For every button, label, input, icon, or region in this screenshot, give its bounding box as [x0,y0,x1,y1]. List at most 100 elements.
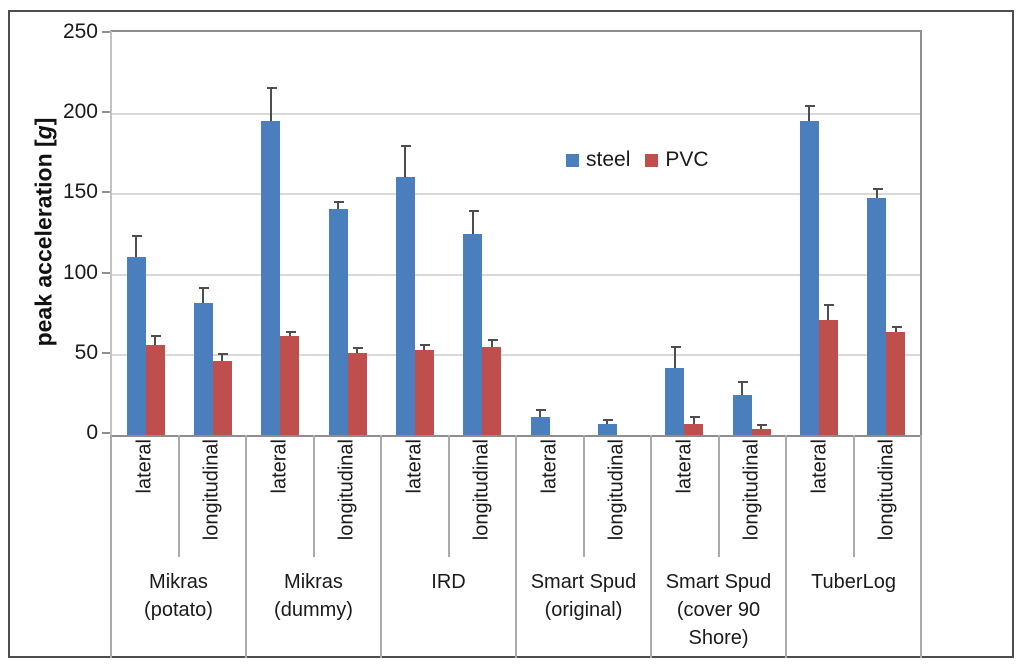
x-group: lateral longitudinal Mikras (dummy) [247,435,382,658]
x-group-subcategories: lateral longitudinal [112,435,245,557]
x-subcategory-longitudinal: longitudinal [450,435,516,557]
x-group: lateral longitudinal IRD [382,435,517,658]
x-subcategory-label: longitudinal [335,439,358,541]
bar-steel [732,381,752,435]
bar-PVC [347,347,367,435]
legend-swatch-PVC [645,153,659,167]
x-group-label-line: (original) [544,599,623,621]
bars-layer [112,32,920,435]
y-tick-mark-0 [102,432,111,434]
error-bar-cap [218,353,229,355]
error-bar-cap [738,381,749,383]
bar-steel [867,188,887,435]
x-group-label-line: (potato) [144,599,213,621]
x-subcategory-label: lateral [538,439,561,494]
bar-pair [193,287,232,435]
x-subcategory-label: longitudinal [200,439,223,541]
y-tick-mark-200 [102,111,111,114]
y-tick-mark-150 [102,191,111,194]
bar-pair [395,145,434,435]
x-group-label: Smart Spud (cover 90 Shore) [652,557,785,658]
error-bar [266,87,277,121]
x-subcategory-label: longitudinal [875,439,898,541]
error-bar-cap [285,331,296,333]
x-subcategory-lateral: lateral [517,435,585,557]
x-group: lateral longitudinal Smart Spud (original) [517,435,652,658]
bar-pair [463,210,502,435]
x-group-label: Smart Spud (original) [517,557,650,658]
x-group: lateral longitudinal Mikras (potato) [110,435,247,658]
bar-PVC [414,344,434,435]
x-subcategory-label: longitudinal [470,439,493,541]
x-subcategory-lateral: lateral [382,435,450,557]
category-cell [449,32,516,435]
error-bar [487,339,498,347]
x-group-label-line: (dummy) [274,599,353,621]
x-subcategory-lateral: lateral [247,435,315,557]
error-bar [805,105,816,121]
bar-pair [261,87,300,435]
error-bar [872,188,883,198]
bar-PVC [280,331,300,435]
error-bar-cap [266,87,277,89]
x-axis-labels: lateral longitudinal Mikras (potato) lateral… [110,435,922,658]
error-bar-cap [401,145,412,147]
bar-steel [530,409,550,435]
bar-pair [597,419,636,435]
error-bar-cap [872,188,883,190]
x-subcategory-label: lateral [403,439,426,494]
error-bar [199,287,210,303]
y-tick-label-50: 50 [74,340,98,364]
bar-steel [261,87,281,435]
bar-steel [463,210,483,435]
bar-steel [665,346,685,435]
error-bar-cap [420,344,431,346]
x-group-subcategories: lateral longitudinal [787,435,920,557]
error-bar [603,419,614,424]
bar-steel [395,145,415,435]
bar-pair [867,188,906,435]
error-bar-cap [670,346,681,348]
y-tick-label-0: 0 [86,421,98,444]
category-cell [718,32,785,435]
category-cell [179,32,246,435]
y-tick-label-150: 150 [62,180,98,204]
plot-inner [112,32,920,435]
x-subcategory-label: lateral [268,439,291,494]
error-bar-cap [891,326,902,328]
category-cell [583,32,650,435]
x-group-subcategories: lateral longitudinal [652,435,785,557]
category-cell [785,32,852,435]
plot-area: steel PVC [110,30,922,437]
category-cell [247,32,314,435]
error-bar [536,409,547,417]
x-group-label: IRD [382,557,515,658]
bar-steel [126,235,146,435]
legend-label-PVC: PVC [665,148,709,171]
error-bar [353,347,364,353]
x-group-label-line: Shore) [688,627,749,649]
y-axis-title-g: g [30,125,57,140]
x-subcategory-label: longitudinal [740,439,763,541]
x-group-label: TuberLog [787,557,920,658]
bar-PVC [818,304,838,435]
error-bar [738,381,749,395]
error-bar [401,145,412,177]
x-subcategory-label: longitudinal [605,439,628,541]
bar-steel [597,419,617,435]
x-group-label-line: Mikras [284,571,343,593]
gridline-200 [112,113,920,116]
bar-PVC [482,339,502,435]
legend: steel PVC [566,148,709,172]
error-bar-cap [603,419,614,421]
category-cell [853,32,920,435]
y-axis-title: peak acceleration [g] [31,118,58,347]
error-bar-cap [805,105,816,107]
x-subcategory-lateral: lateral [112,435,180,557]
bar-pair [665,346,704,435]
error-bar [891,326,902,332]
error-bar-cap [468,210,479,212]
error-bar [420,344,431,350]
error-bar-cap [132,235,143,237]
